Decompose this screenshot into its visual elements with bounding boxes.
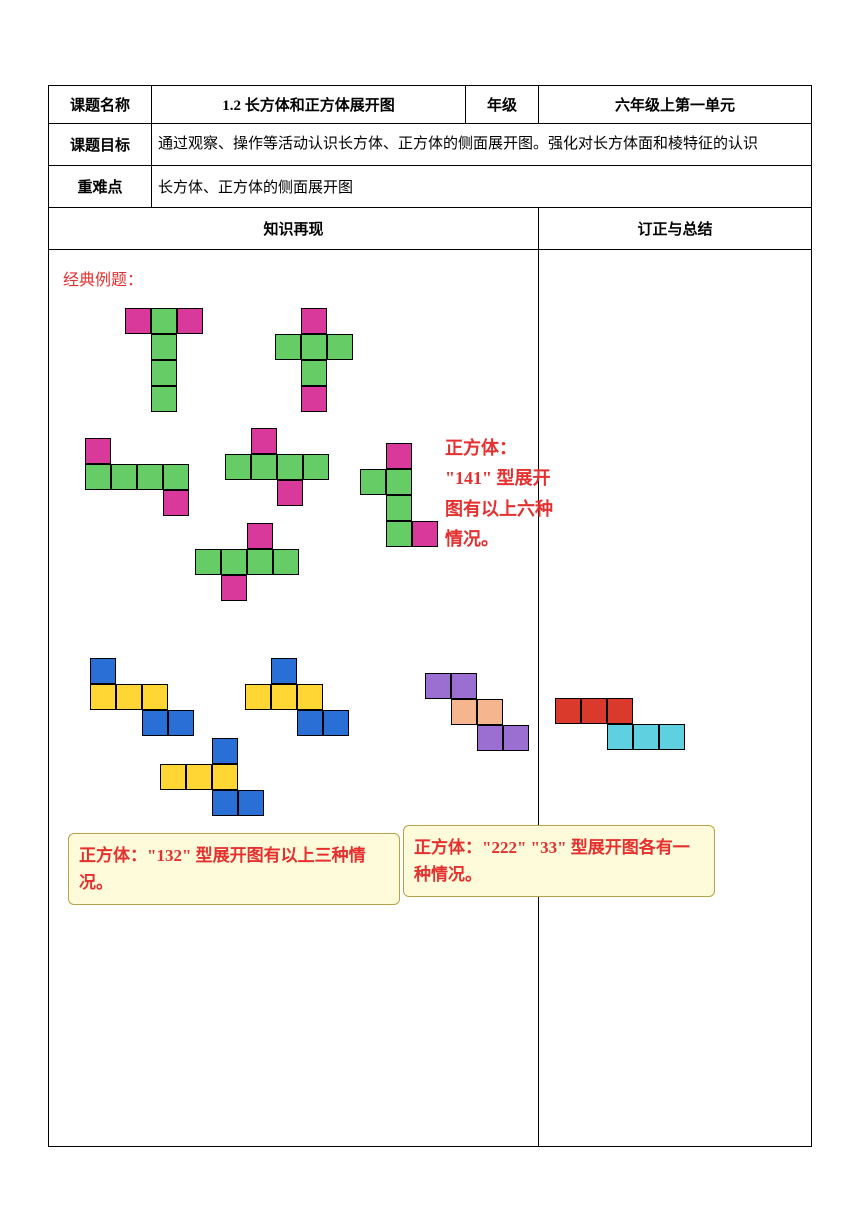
net-cell xyxy=(301,386,327,412)
net-cell xyxy=(659,724,685,750)
net-cell xyxy=(160,764,186,790)
review-label: 知识再现 xyxy=(49,207,539,249)
net-cell xyxy=(195,549,221,575)
net-cell xyxy=(90,658,116,684)
net-cell xyxy=(212,738,238,764)
review-col: 经典例题： 正方体： "141" 型展开 图有以上六种 情况。正方体："132"… xyxy=(49,249,539,1146)
net-cell xyxy=(238,790,264,816)
header-table: 课题名称 1.2 长方体和正方体展开图 年级 六年级上第一单元 课题目标 通过观… xyxy=(48,85,812,1147)
row-content: 经典例题： 正方体： "141" 型展开 图有以上六种 情况。正方体："132"… xyxy=(49,249,812,1146)
net-cell xyxy=(607,724,633,750)
net-cell xyxy=(386,495,412,521)
page: 课题名称 1.2 长方体和正方体展开图 年级 六年级上第一单元 课题目标 通过观… xyxy=(0,0,860,1216)
net-cell xyxy=(151,334,177,360)
topic-name-label: 课题名称 xyxy=(49,86,152,124)
net-cell xyxy=(251,454,277,480)
net-cell xyxy=(245,684,271,710)
net-cell xyxy=(151,360,177,386)
net-cell xyxy=(297,710,323,736)
net-cell xyxy=(177,308,203,334)
net-cell xyxy=(581,698,607,724)
net-cell xyxy=(386,443,412,469)
net-cell xyxy=(503,725,529,751)
net-cell xyxy=(212,764,238,790)
classic-example-label: 经典例题： xyxy=(63,266,143,290)
net-cell xyxy=(451,699,477,725)
callout-222-33: 正方体："222" "33" 型展开图各有一种情况。 xyxy=(403,825,715,897)
net-cell xyxy=(111,464,137,490)
net-cell xyxy=(116,684,142,710)
net-cell xyxy=(221,549,247,575)
goal-label: 课题目标 xyxy=(49,124,152,166)
net-cell xyxy=(251,428,277,454)
net-cell xyxy=(247,523,273,549)
net-cell xyxy=(273,549,299,575)
row-topic: 课题名称 1.2 长方体和正方体展开图 年级 六年级上第一单元 xyxy=(49,86,812,124)
net-cell xyxy=(271,658,297,684)
net-cell xyxy=(142,684,168,710)
net-cell xyxy=(163,490,189,516)
net-cell xyxy=(163,464,189,490)
topic-name: 1.2 长方体和正方体展开图 xyxy=(152,86,466,124)
net-cell xyxy=(412,521,438,547)
net-cell xyxy=(271,684,297,710)
net-cell xyxy=(212,790,238,816)
net-cell xyxy=(186,764,212,790)
net-cell xyxy=(633,724,659,750)
net-cell xyxy=(607,698,633,724)
note-141: 正方体： "141" 型展开 图有以上六种 情况。 xyxy=(445,433,615,555)
net-cell xyxy=(555,698,581,724)
net-cell xyxy=(168,710,194,736)
net-cell xyxy=(386,469,412,495)
net-cell xyxy=(275,334,301,360)
net-cell xyxy=(151,386,177,412)
net-cell xyxy=(225,454,251,480)
net-cell xyxy=(297,684,323,710)
net-cell xyxy=(301,334,327,360)
net-cell xyxy=(137,464,163,490)
net-cell xyxy=(151,308,177,334)
row-goal: 课题目标 通过观察、操作等活动认识长方体、正方体的侧面展开图。强化对长方体面和棱… xyxy=(49,124,812,166)
net-cell xyxy=(221,575,247,601)
goal: 通过观察、操作等活动认识长方体、正方体的侧面展开图。强化对长方体面和棱特征的认识 xyxy=(152,124,812,166)
net-cell xyxy=(477,725,503,751)
net-cell xyxy=(301,308,327,334)
net-cell xyxy=(425,673,451,699)
net-cell xyxy=(301,360,327,386)
net-cell xyxy=(451,673,477,699)
net-cell xyxy=(90,684,116,710)
callout-132: 正方体："132" 型展开图有以上三种情况。 xyxy=(68,833,400,905)
net-cell xyxy=(125,308,151,334)
difficulty-label: 重难点 xyxy=(49,165,152,207)
net-cell xyxy=(323,710,349,736)
net-cell xyxy=(142,710,168,736)
net-cell xyxy=(277,454,303,480)
row-difficulty: 重难点 长方体、正方体的侧面展开图 xyxy=(49,165,812,207)
net-cell xyxy=(386,521,412,547)
net-cell xyxy=(327,334,353,360)
net-cell xyxy=(477,699,503,725)
row-section-headers: 知识再现 订正与总结 xyxy=(49,207,812,249)
net-cell xyxy=(360,469,386,495)
net-cell xyxy=(247,549,273,575)
difficulty: 长方体、正方体的侧面展开图 xyxy=(152,165,812,207)
net-cell xyxy=(85,464,111,490)
summary-label: 订正与总结 xyxy=(539,207,812,249)
net-cell xyxy=(85,438,111,464)
grade-label: 年级 xyxy=(466,86,539,124)
grade: 六年级上第一单元 xyxy=(539,86,812,124)
net-cell xyxy=(303,454,329,480)
net-cell xyxy=(277,480,303,506)
